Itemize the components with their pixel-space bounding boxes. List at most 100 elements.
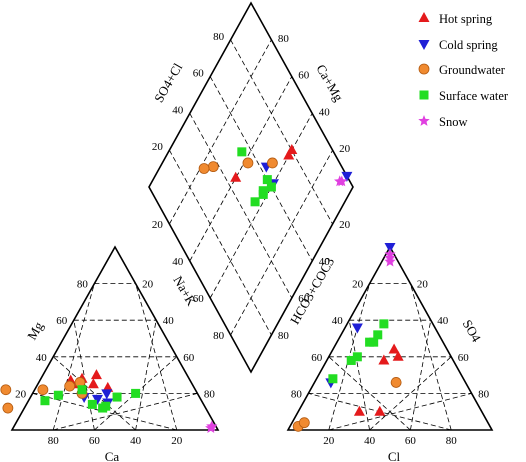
snow-anion-point bbox=[384, 252, 396, 263]
legend-marker-surface-water bbox=[419, 90, 429, 100]
diamond-grid-b bbox=[189, 76, 293, 262]
surface-water-diamond-point bbox=[262, 175, 272, 185]
surface-water-cation-point bbox=[87, 399, 97, 409]
cation-triangle-frame bbox=[10, 245, 220, 431]
surface-water-anion-point bbox=[346, 355, 356, 365]
anion-bottom-tick: 80 bbox=[446, 435, 458, 447]
cation-right-tick: 20 bbox=[142, 279, 154, 291]
anion-right-tick: 80 bbox=[478, 388, 490, 400]
data-points bbox=[0, 144, 404, 433]
legend-item-snow: Snow bbox=[418, 115, 467, 129]
surface-water-anion-point bbox=[328, 374, 338, 384]
surface-water-diamond-point bbox=[250, 197, 260, 207]
legend-marker-snow bbox=[418, 115, 430, 126]
diamond-lower-left-tick: 20 bbox=[152, 219, 164, 231]
cold-spring-anion-point bbox=[351, 323, 363, 334]
hot-spring-cation-point bbox=[90, 369, 102, 380]
diamond-upper-right-tick: 40 bbox=[319, 106, 331, 118]
groundwater-anion-point bbox=[298, 417, 310, 429]
cation-right-tick: 40 bbox=[163, 315, 175, 327]
surface-water-diamond-point bbox=[266, 182, 276, 192]
diamond-grid-b bbox=[169, 39, 272, 225]
anion-bottom-tick: 20 bbox=[323, 435, 335, 447]
surface-water-diamond-point bbox=[237, 147, 247, 157]
cold-spring-legend-symbol bbox=[418, 40, 430, 50]
diamond-lower-right-axis-label: HCO3+COC3 bbox=[287, 255, 337, 327]
grid-lines bbox=[32, 39, 472, 431]
groundwater-cation-point bbox=[37, 384, 49, 396]
groundwater-anion-point bbox=[390, 377, 402, 388]
cation-bottom-tick: 20 bbox=[171, 435, 183, 447]
cold-spring-diamond-point bbox=[341, 171, 353, 182]
anion-grid-falling bbox=[369, 356, 452, 431]
diamond-upper-left-tick: 60 bbox=[193, 68, 205, 80]
cation-bottom-tick: 80 bbox=[48, 435, 60, 447]
anion-bottom-tick: 60 bbox=[405, 435, 417, 447]
legend-item-surface-water: Surface water bbox=[419, 89, 509, 103]
anion-left-tick: 20 bbox=[352, 279, 364, 291]
snow-legend-symbol bbox=[418, 115, 430, 126]
diamond-upper-left-tick: 80 bbox=[213, 31, 225, 43]
surface-water-diamond-point bbox=[258, 189, 268, 199]
cation-grid-rising bbox=[73, 320, 95, 431]
anion-grid-rising bbox=[328, 356, 411, 431]
cation-left-tick: 60 bbox=[56, 315, 68, 327]
diamond-upper-left-tick: 40 bbox=[172, 104, 184, 116]
anion-left-tick: 60 bbox=[311, 352, 323, 364]
hot-spring-anion-point bbox=[353, 405, 365, 416]
legend-marker-groundwater bbox=[418, 63, 430, 75]
surface-water-anion-point bbox=[373, 330, 383, 340]
legend-label-groundwater: Groundwater bbox=[439, 63, 506, 77]
diamond-upper-right-tick: 60 bbox=[298, 70, 310, 82]
snow-anion-point bbox=[384, 255, 396, 267]
hot-spring-diamond-point bbox=[230, 171, 242, 182]
legend-label-surface-water: Surface water bbox=[439, 89, 509, 103]
anion-grid-falling bbox=[410, 320, 432, 431]
cation-left-tick: 80 bbox=[77, 279, 89, 291]
diamond-upper-left-tick: 20 bbox=[152, 141, 164, 153]
surface-water-cation-point bbox=[101, 401, 111, 411]
cation-bottom-tick: 40 bbox=[130, 435, 142, 447]
cation-grid-falling bbox=[53, 393, 198, 431]
anion-right-tick: 20 bbox=[417, 279, 429, 291]
anion-grid-rising bbox=[348, 320, 370, 431]
surface-water-anion-point bbox=[352, 352, 362, 362]
hot-spring-anion-point bbox=[374, 405, 386, 416]
cold-spring-cation-point bbox=[91, 394, 103, 405]
diamond-grid-a bbox=[189, 113, 293, 299]
diamond-lower-left-tick: 80 bbox=[213, 330, 225, 342]
cold-spring-anion-point bbox=[384, 243, 396, 253]
anion-left-tick: 80 bbox=[291, 388, 303, 400]
legend-label-hot-spring: Hot spring bbox=[439, 12, 493, 26]
diamond-grid-a bbox=[169, 150, 272, 336]
cation-bottom-tick: 60 bbox=[89, 435, 101, 447]
cation-right-tick: 60 bbox=[183, 352, 195, 364]
cation-right-tick: 80 bbox=[204, 388, 216, 400]
diamond-frame bbox=[148, 1, 354, 374]
frames bbox=[10, 1, 494, 431]
tick-labels: 20 40 60 80 80 60 40 20 20 40 60 80 20 40 60 80 20 40 60 80… bbox=[15, 31, 490, 447]
legend-marker-cold-spring bbox=[418, 40, 430, 50]
legend-label-cold-spring: Cold spring bbox=[439, 38, 498, 52]
anion-right-axis-label: SO4 bbox=[460, 317, 485, 345]
anion-triangle-frame bbox=[286, 245, 494, 431]
groundwater-cation-point bbox=[0, 384, 12, 396]
hot-spring-legend-symbol bbox=[418, 12, 430, 22]
anion-grid-falling bbox=[328, 393, 472, 431]
diamond-grid-b bbox=[230, 150, 333, 336]
diamond-lower-right-tick: 80 bbox=[278, 330, 290, 342]
diamond-lower-left-tick: 60 bbox=[193, 293, 205, 305]
diamond-upper-right-axis-label: Ca+Mg bbox=[313, 62, 346, 104]
cold-spring-cation-point bbox=[101, 389, 113, 400]
cation-grid-falling bbox=[94, 356, 178, 431]
cation-grid-falling bbox=[135, 320, 157, 431]
surface-water-cation-point bbox=[131, 388, 141, 398]
groundwater-legend-symbol bbox=[418, 63, 430, 75]
legend-item-cold-spring: Cold spring bbox=[418, 38, 498, 52]
hot-spring-cation-point bbox=[87, 378, 99, 389]
hot-spring-anion-point bbox=[378, 354, 390, 365]
groundwater-diamond-point bbox=[198, 163, 210, 174]
surface-water-cation-point bbox=[112, 392, 122, 402]
snow-cation-point bbox=[205, 422, 217, 433]
